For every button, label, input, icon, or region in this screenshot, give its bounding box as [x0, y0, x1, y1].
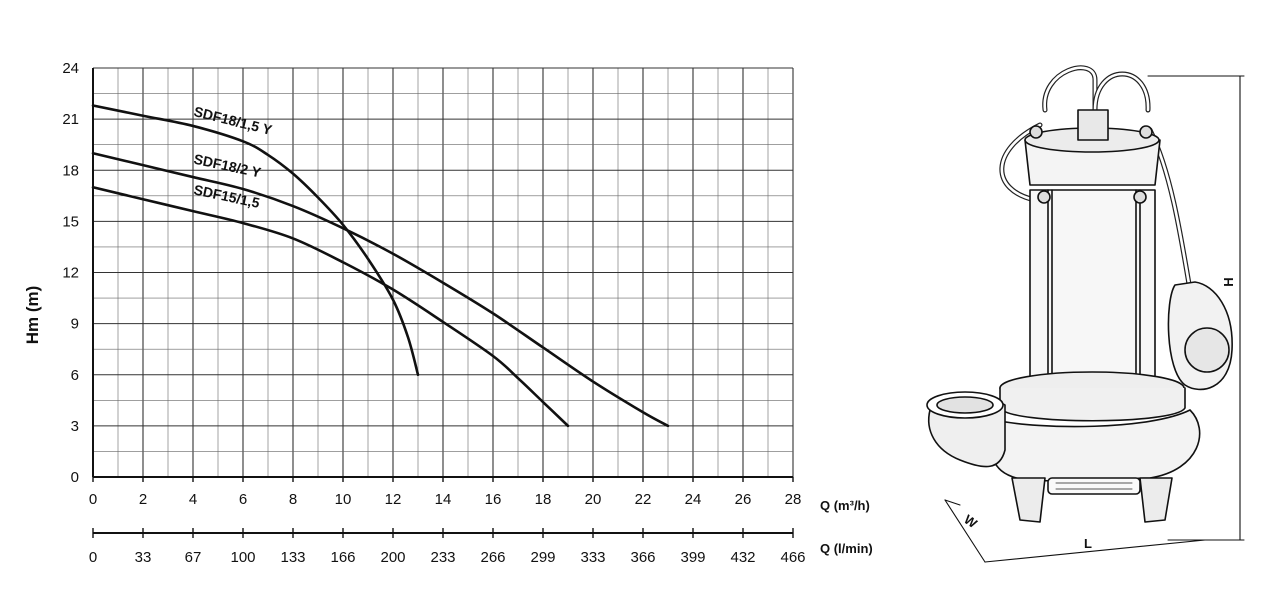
- y-tick-label: 24: [62, 60, 79, 77]
- curve-sdf18-1-5-y: [91, 104, 420, 377]
- y-tick-label: 3: [71, 418, 79, 435]
- x-tick-label: 8: [289, 491, 297, 508]
- x2-tick-label: 33: [135, 549, 152, 566]
- x-tick-label: 24: [685, 491, 702, 508]
- x-tick-label: 18: [535, 491, 552, 508]
- x-tick-label: 12: [385, 491, 402, 508]
- x2-tick-label: 133: [280, 549, 305, 566]
- dimension-lines: [944, 75, 1245, 563]
- y-tick-label: 18: [62, 162, 79, 179]
- pump-volute: [989, 409, 1201, 482]
- curve-sdf18-2-y: [91, 151, 670, 428]
- x-tick-label: 14: [435, 491, 452, 508]
- y-tick-label: 9: [71, 316, 79, 333]
- x-tick-label: 20: [585, 491, 602, 508]
- dimension-l-label: L: [1084, 536, 1092, 551]
- x-tick-labels: 0 2 4 6 8 10 12 14 16 18 20 22 24 26 28: [89, 491, 802, 508]
- x-tick-label: 22: [635, 491, 652, 508]
- y-tick-label: 6: [71, 367, 79, 384]
- x-tick-label: 4: [189, 491, 197, 508]
- x2-axis-label: Q (l/min): [820, 541, 873, 556]
- x2-tick-label: 299: [530, 549, 555, 566]
- cable-loop-right: [1092, 71, 1151, 113]
- y-tick-label: 15: [62, 213, 79, 230]
- x2-tick-label: 67: [185, 549, 202, 566]
- performance-curves: [91, 104, 670, 428]
- dimension-w-label: W: [961, 512, 980, 532]
- x2-tick-label: 432: [730, 549, 755, 566]
- x-tick-label: 28: [785, 491, 802, 508]
- y-tick-label: 12: [62, 265, 79, 282]
- x2-tick-label: 266: [480, 549, 505, 566]
- x2-tick-label: 166: [330, 549, 355, 566]
- chart-axes: [92, 68, 794, 538]
- dimension-h-label: H: [1221, 277, 1236, 286]
- x2-tick-label: 466: [780, 549, 805, 566]
- x2-tick-label: 100: [230, 549, 255, 566]
- x-tick-label: 6: [239, 491, 247, 508]
- x-tick-label: 2: [139, 491, 147, 508]
- y-tick-label: 21: [62, 111, 79, 128]
- x2-tick-label: 200: [380, 549, 405, 566]
- x2-tick-label: 399: [680, 549, 705, 566]
- y-axis-label: Hm (m): [23, 286, 42, 345]
- series-label-sdf18-2-y: SDF18/2 Y: [192, 151, 263, 181]
- series-label-sdf18-1-5-y: SDF18/1,5 Y: [192, 103, 274, 138]
- y-tick-label: 0: [71, 469, 79, 486]
- x-tick-label: 10: [335, 491, 352, 508]
- y-tick-labels: 0 3 6 9 12 15 18 21 24: [62, 60, 79, 486]
- x2-tick-labels: 0 33 67 100 133 166 200 233 266 299 333 366 399 432 46…: [89, 549, 806, 566]
- x2-tick-label: 233: [430, 549, 455, 566]
- x-tick-label: 26: [735, 491, 752, 508]
- pump-feet: [1011, 477, 1046, 523]
- curve-sdf15-1-5: [91, 185, 570, 428]
- x2-tick-label: 333: [580, 549, 605, 566]
- chart-grid: [92, 67, 794, 478]
- x-tick-label: 0: [89, 491, 97, 508]
- cable-loop-left: [1042, 65, 1098, 113]
- x-tick-label: 16: [485, 491, 502, 508]
- x-axis-label: Q (m³/h): [820, 498, 870, 513]
- motor-body: [1029, 189, 1156, 386]
- x2-tick-label: 0: [89, 549, 97, 566]
- x2-tick-label: 366: [630, 549, 655, 566]
- inlet-strainer: [1047, 477, 1141, 495]
- pump-dimension-drawing: H W L: [926, 65, 1245, 563]
